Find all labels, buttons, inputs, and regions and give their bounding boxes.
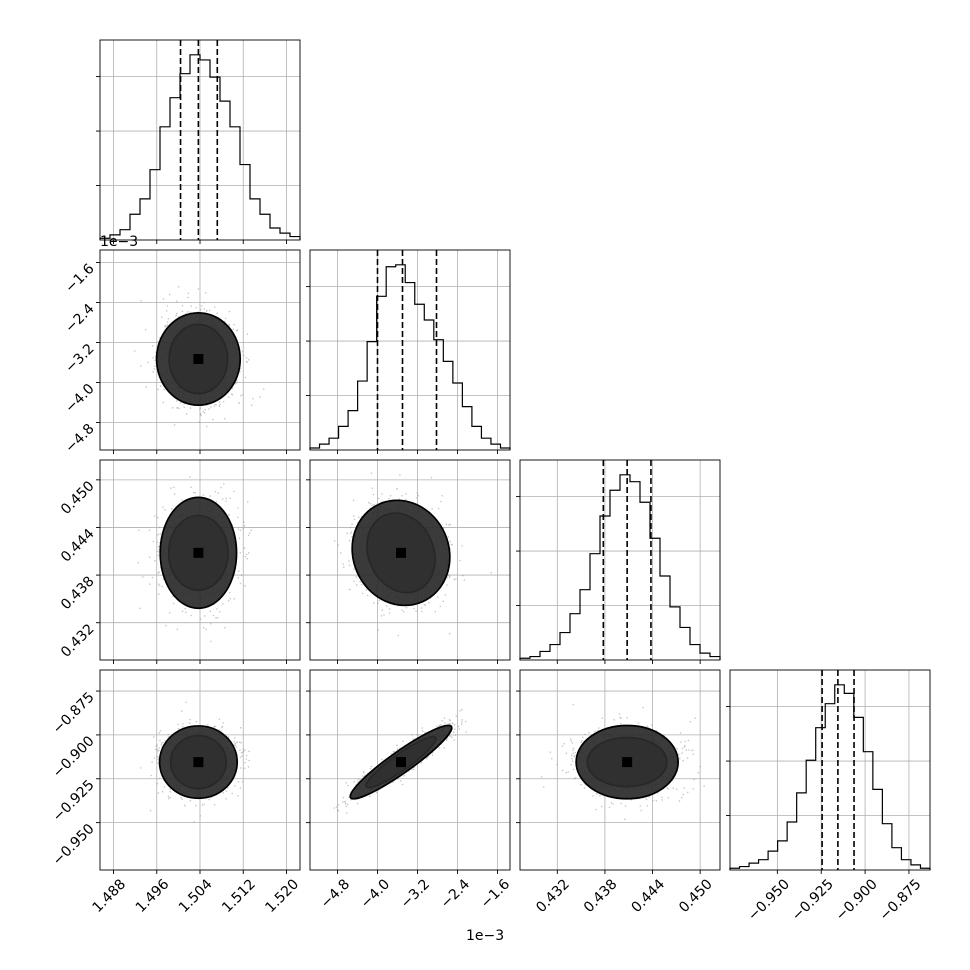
hist-panel-3 [726, 669, 931, 871]
x-tick-label: 1.488 [89, 876, 129, 916]
y-tick-label: −3.2 [62, 341, 97, 376]
hist-step-1 [309, 264, 511, 450]
x-tick-label: 1.496 [133, 876, 173, 916]
density-peak [396, 757, 406, 768]
y-tick-label: 0.438 [58, 573, 98, 613]
x-tick-label: −4.8 [318, 876, 353, 911]
pair-panel-2-1 [309, 459, 511, 661]
density-peak [193, 757, 204, 768]
panel-frame [519, 669, 721, 871]
y-tick-label: 0.444 [58, 526, 98, 566]
pair-content [100, 250, 300, 450]
density-peak [193, 547, 204, 558]
x-tick-label: −2.4 [438, 876, 473, 911]
x-tick-label: 0.438 [581, 876, 621, 916]
hist-step-0 [99, 54, 301, 240]
hist-panel-0 [96, 39, 301, 241]
pair-content [100, 460, 300, 660]
hist-bg [730, 670, 930, 870]
x-tick-label: −1.6 [478, 876, 513, 911]
x-tick-label: −0.875 [877, 876, 925, 924]
y-tick-label: 0.450 [58, 478, 98, 518]
y-tick-label: −4.0 [62, 381, 97, 416]
x-tick-label: 1.520 [262, 876, 302, 916]
x-tick-label: 0.450 [676, 876, 716, 916]
y-tick-label: 0.432 [58, 621, 98, 661]
pair-content [520, 670, 720, 870]
y-tick-label: −0.925 [50, 777, 98, 825]
panel-frame [519, 459, 721, 661]
hist-bg [310, 250, 510, 450]
hist-panel-1 [306, 249, 511, 451]
pair-content [310, 670, 510, 870]
panel-frame [309, 459, 511, 661]
pair-content [310, 460, 510, 660]
y-tick-label: −4.8 [62, 421, 97, 456]
density-peak [193, 354, 204, 364]
density-peak [622, 757, 633, 768]
pair-panel-1-0 [99, 249, 301, 451]
x-tick-label: −3.2 [398, 876, 433, 911]
panel-frame [309, 249, 511, 451]
x-tick-label: 0.444 [628, 876, 668, 916]
x-tick-label: 1.512 [219, 876, 259, 916]
pair-panel-3-1 [309, 669, 511, 871]
hist-step-2 [519, 474, 721, 660]
y-tick-label: −0.950 [50, 821, 98, 869]
y-tick-label: −2.4 [62, 301, 97, 336]
x-tick-label: 1.504 [176, 876, 216, 916]
pair-content [100, 670, 300, 870]
x-tick-label: −0.900 [833, 876, 881, 924]
offset-label-top: 1e−3 [100, 234, 138, 250]
x-tick-label: 0.432 [533, 876, 573, 916]
offset-label-bottom: 1e−3 [466, 928, 504, 944]
hist-panel-2 [516, 459, 721, 661]
panel-frame [309, 669, 511, 871]
x-tick-label: −0.925 [789, 876, 837, 924]
y-tick-label: −0.875 [50, 689, 98, 737]
x-tick-label: −4.0 [358, 876, 393, 911]
pair-panel-2-0 [99, 459, 301, 661]
pair-panel-3-2 [519, 669, 721, 871]
hist-step-3 [729, 684, 931, 870]
density-peak [396, 547, 406, 558]
panel-frame [729, 669, 931, 871]
x-tick-label: −0.950 [745, 876, 793, 924]
pair-panel-3-0 [99, 669, 301, 871]
hist-bg [520, 460, 720, 660]
y-tick-label: −1.6 [62, 261, 97, 296]
y-tick-label: −0.900 [50, 733, 98, 781]
